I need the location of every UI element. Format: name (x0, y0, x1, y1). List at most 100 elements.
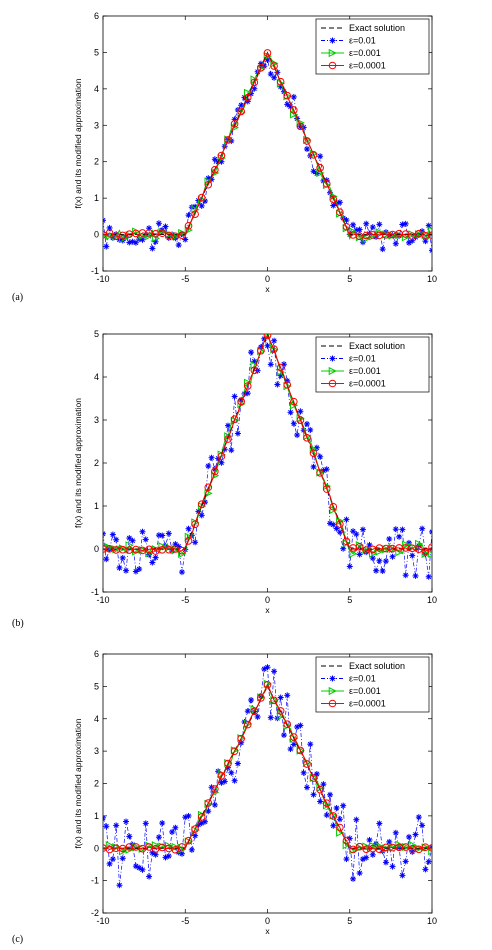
series-eps-0.01-point (129, 537, 136, 544)
legend-marker (328, 699, 337, 708)
x-tick-label: -5 (181, 916, 189, 926)
series-eps-0.0001-line (103, 683, 432, 851)
series-eps-0.0001-point (184, 222, 193, 230)
series-eps-0.01-point (178, 569, 185, 576)
series-eps-0.01-point (211, 801, 218, 808)
series-eps-0.001-point (158, 542, 167, 551)
series-eps-0.0001-point (204, 180, 213, 189)
series-eps-0.0001-point (237, 107, 245, 116)
series-eps-0.0001-point (211, 166, 219, 174)
series-eps-0.0001-point (263, 334, 272, 340)
series-layer (103, 326, 432, 580)
series-eps-0.001-point (362, 234, 371, 244)
series-eps-0.0001-point (224, 435, 232, 443)
series-eps-0.001-point (191, 205, 200, 214)
series-eps-0.01-point (376, 820, 383, 827)
series-eps-0.0001-point (270, 696, 278, 705)
y-tick-label: 2 (94, 779, 99, 789)
y-tick-label: -1 (91, 876, 99, 886)
series-eps-0.01-point (123, 567, 130, 574)
y-tick-label: 3 (94, 120, 99, 130)
series-eps-0.0001-point (342, 836, 351, 845)
series-eps-0.001-point (421, 549, 430, 558)
legend-label: ε=0.0001 (349, 61, 386, 71)
series-eps-0.01-point (402, 572, 409, 579)
panel-label: (a) (12, 292, 23, 303)
series-eps-0.0001-point (217, 151, 226, 160)
legend-label: ε=0.001 (349, 48, 381, 58)
legend-entry: ε=0.01 (321, 354, 376, 364)
series-eps-0.01-point (225, 422, 232, 429)
series-eps-0.0001-point (322, 799, 331, 807)
series-eps-0.01-point (429, 528, 432, 535)
series-eps-0.01-point (271, 668, 278, 675)
series-eps-0.01-point (310, 791, 317, 798)
series-eps-0.01-point (205, 462, 212, 469)
series-eps-0.01-point (132, 568, 139, 575)
series-eps-0.01-point (330, 202, 337, 209)
series-eps-0.01-point (142, 536, 149, 543)
series-eps-0.0001-point (230, 120, 239, 128)
series-eps-0.001-point (395, 840, 404, 849)
panel-label: (c) (12, 934, 23, 945)
series-eps-0.0001-point (309, 774, 318, 782)
y-tick-label: -1 (91, 587, 99, 597)
series-eps-0.01-point (244, 708, 251, 715)
panel-label: (b) (12, 618, 24, 629)
series-eps-0.01-point (139, 528, 146, 535)
series-eps-0.01-point (336, 816, 343, 823)
legend-box (315, 656, 430, 713)
y-tick-label: 3 (94, 746, 99, 756)
x-tick-label: -5 (181, 274, 189, 284)
series-eps-0.0001-point (296, 746, 305, 755)
series-eps-0.01-point (165, 853, 172, 860)
series-eps-0.001-point (375, 547, 384, 556)
y-tick-label: 4 (94, 714, 99, 724)
series-eps-0.01-point (192, 832, 199, 839)
y-tick-label: 0 (94, 230, 99, 240)
series-eps-0.01-point (389, 863, 396, 870)
series-eps-0.0001-point (408, 232, 417, 241)
series-eps-0.0001-point (276, 77, 285, 86)
legend-entry: Exact solution (321, 341, 405, 351)
series-eps-0.001-point (375, 228, 384, 237)
legend-marker (329, 355, 336, 362)
series-eps-0.0001-point (303, 760, 311, 768)
series-eps-0.01-point (379, 246, 386, 253)
series-eps-0.0001-point (316, 469, 324, 477)
series-eps-0.01-point (376, 557, 383, 564)
series-eps-0.0001-point (276, 707, 285, 715)
series-eps-0.01-point (317, 798, 324, 805)
series-eps-0.0001-point (230, 747, 239, 755)
series-eps-0.0001-point (342, 222, 351, 231)
series-eps-0.01-point (155, 220, 162, 227)
series-eps-0.0001-point (171, 845, 180, 854)
series-exact-line (103, 334, 432, 550)
series-eps-0.001-point (329, 505, 338, 515)
series-eps-0.0001-point (349, 845, 357, 854)
series-eps-0.01-point (103, 814, 106, 821)
series-eps-0.01-point (205, 808, 212, 815)
series-eps-0.01-point (399, 526, 406, 533)
series-eps-0.0001-line (103, 51, 432, 237)
series-eps-0.0001-point (105, 229, 114, 237)
series-eps-0.01-point (234, 430, 241, 437)
series-eps-0.01-point (313, 771, 320, 778)
series-eps-0.0001-point (178, 843, 186, 851)
series-eps-0.01-point (165, 530, 172, 537)
series-eps-0.001-point (204, 489, 213, 498)
x-tick-label: 5 (347, 916, 352, 926)
series-eps-0.01-point (419, 525, 426, 532)
series-eps-0.001-point (118, 847, 128, 856)
series-eps-0.0001-point (415, 229, 423, 238)
x-tick-label: 10 (427, 595, 437, 605)
series-eps-0.01-point (340, 802, 347, 809)
series-eps-0.01-point (359, 526, 366, 533)
series-eps-0.0001-point (197, 813, 206, 821)
series-eps-0.001-point (264, 326, 271, 333)
x-axis-label: x (265, 605, 270, 615)
series-eps-0.001-point (309, 445, 318, 454)
series-eps-0.01-point (343, 856, 350, 863)
series-eps-0.0001-point (355, 543, 364, 551)
